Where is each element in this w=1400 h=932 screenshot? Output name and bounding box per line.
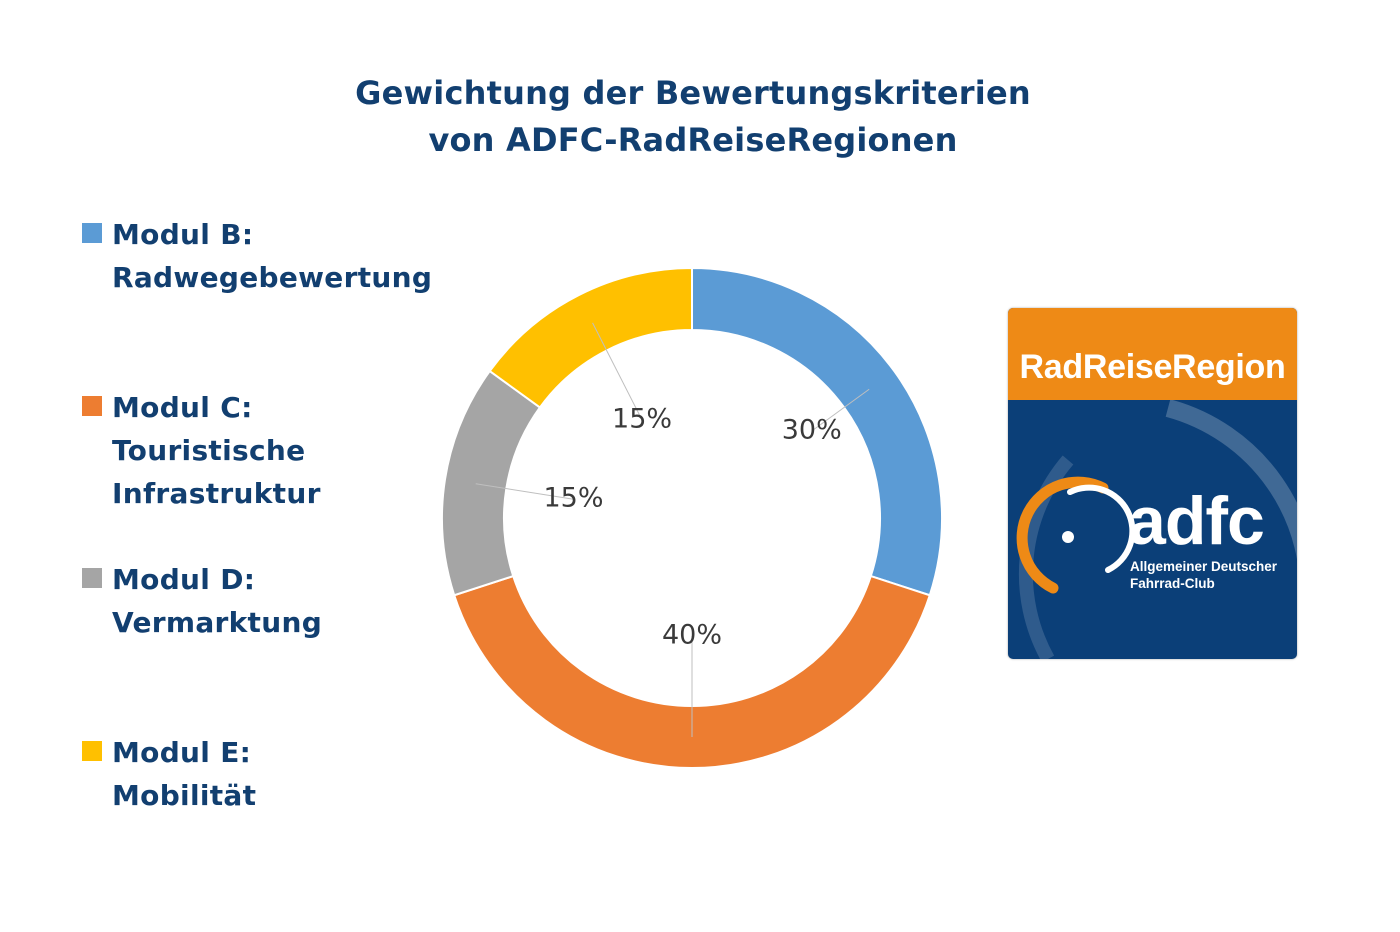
legend-label-modul-b: Modul B: Radwegebewertung bbox=[112, 213, 432, 299]
label-leader-line bbox=[811, 388, 870, 432]
legend-label-line: Modul B: bbox=[112, 218, 254, 251]
logo-banner-text: RadReiseRegion bbox=[1019, 348, 1286, 386]
legend-swatch-modul-d bbox=[82, 568, 102, 588]
legend-label-line: Radwegebewertung bbox=[112, 261, 433, 294]
donut-slice bbox=[452, 574, 932, 769]
legend-label-line: Modul D: bbox=[112, 563, 256, 596]
donut-data-label: 40% bbox=[662, 620, 722, 651]
legend-label-line: Infrastruktur bbox=[112, 477, 321, 510]
logo-subtitle: Allgemeiner Deutscher Fahrrad-Club bbox=[1130, 558, 1277, 592]
donut-slices bbox=[441, 266, 943, 769]
donut-data-label: 15% bbox=[612, 403, 672, 434]
legend-label-modul-e: Modul E: Mobilität bbox=[112, 731, 256, 817]
legend-label-modul-c: Modul C: Touristische Infrastruktur bbox=[112, 386, 321, 515]
logo-subtitle-line: Fahrrad-Club bbox=[1130, 576, 1215, 591]
radreiseregion-logo: RadReiseRegion adfc Allgemeiner Deutsche… bbox=[1008, 308, 1297, 659]
legend-label-line: Modul C: bbox=[112, 391, 253, 424]
legend-swatch-modul-e bbox=[82, 741, 102, 761]
legend-label-line: Touristische bbox=[112, 434, 306, 467]
chart-title: Gewichtung der Bewertungskriterien von A… bbox=[200, 70, 1186, 164]
logo-orange-banner bbox=[1008, 308, 1297, 400]
donut-data-label: 15% bbox=[543, 483, 603, 514]
bicycle-wheel-icon bbox=[1016, 400, 1297, 659]
donut-slice bbox=[441, 369, 542, 597]
legend-item-modul-d: Modul D: Vermarktung bbox=[82, 558, 322, 644]
chart-title-line-1: Gewichtung der Bewertungskriterien bbox=[355, 74, 1031, 112]
legend-swatch-modul-b bbox=[82, 223, 102, 243]
legend-swatch-modul-c bbox=[82, 396, 102, 416]
logo-brand-text: adfc bbox=[1128, 483, 1265, 559]
chart-title-line-2: von ADFC-RadReiseRegionen bbox=[428, 121, 958, 159]
legend-label-modul-d: Modul D: Vermarktung bbox=[112, 558, 322, 644]
logo-subtitle-line: Allgemeiner Deutscher bbox=[1130, 559, 1278, 574]
donut-labels: 30% 40% 15% 15% bbox=[475, 322, 870, 737]
legend-label-line: Vermarktung bbox=[112, 606, 323, 639]
label-leader-line bbox=[592, 322, 643, 421]
legend-label-line: Modul E: bbox=[112, 736, 252, 769]
label-leader-line bbox=[475, 483, 574, 500]
legend-item-modul-b: Modul B: Radwegebewertung bbox=[82, 213, 432, 299]
legend-label-line: Mobilität bbox=[112, 779, 257, 812]
donut-data-label: 30% bbox=[782, 415, 842, 446]
donut-slice bbox=[488, 266, 693, 409]
legend-item-modul-e: Modul E: Mobilität bbox=[82, 731, 256, 817]
legend-item-modul-c: Modul C: Touristische Infrastruktur bbox=[82, 386, 321, 515]
